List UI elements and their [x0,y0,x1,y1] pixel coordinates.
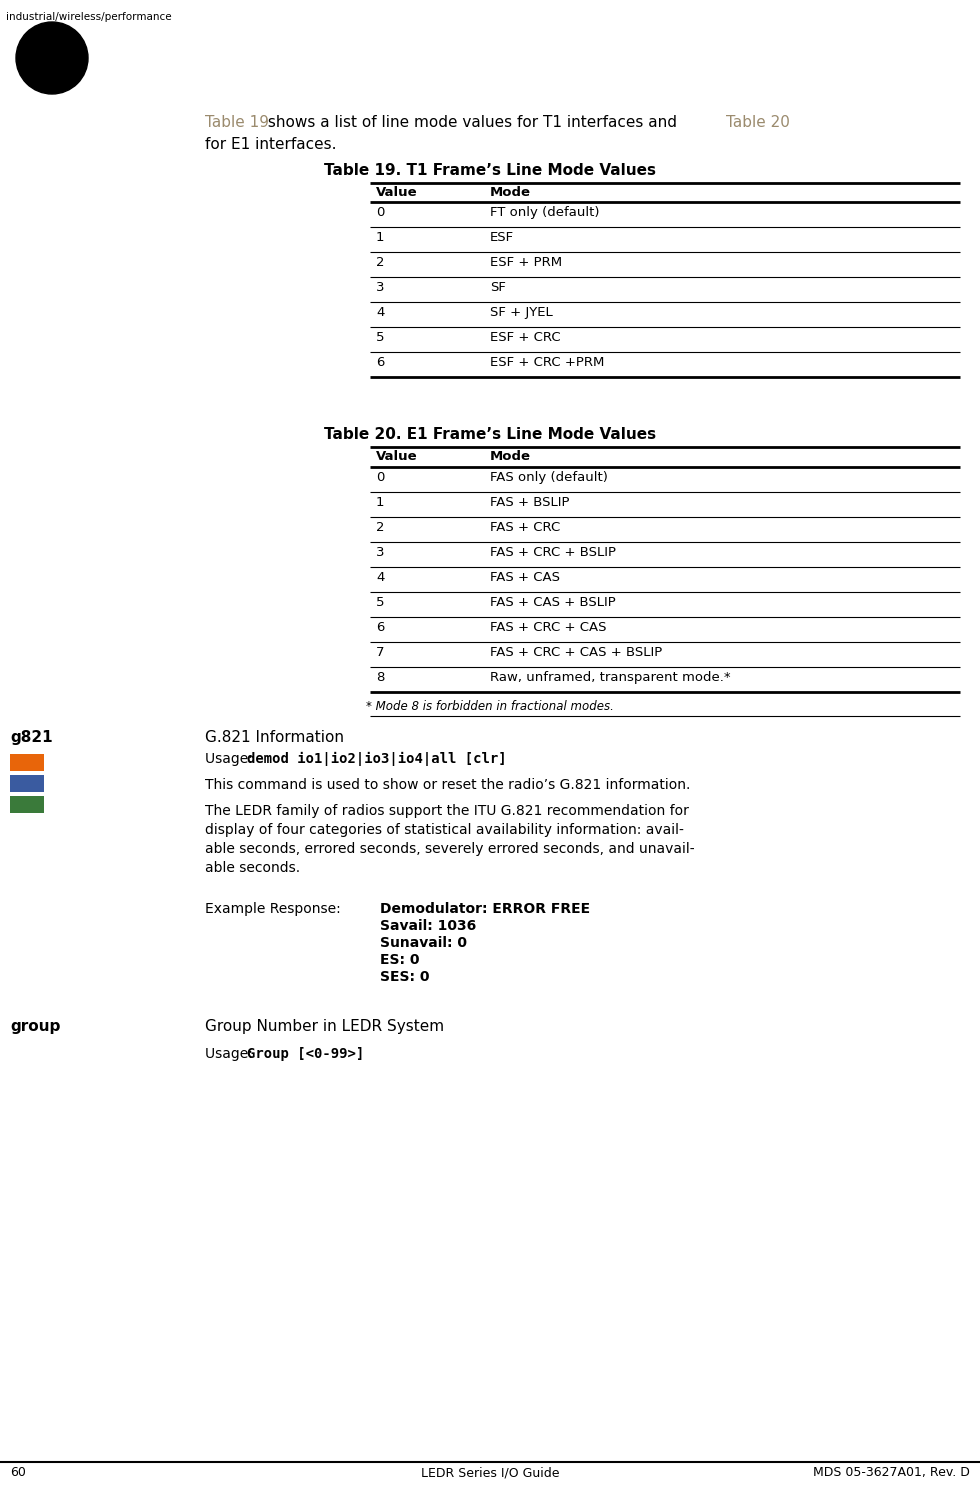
Text: The LEDR family of radios support the ITU G.821 recommendation for: The LEDR family of radios support the IT… [205,805,689,818]
Text: 6: 6 [376,356,384,370]
Text: 6: 6 [376,621,384,635]
Text: 2: 2 [376,256,384,270]
Text: ES: 0: ES: 0 [380,954,419,967]
Text: 0: 0 [376,206,384,219]
Text: 5: 5 [376,331,384,344]
Text: FAS + BSLIP: FAS + BSLIP [490,496,569,510]
Text: industrial/wireless/performance: industrial/wireless/performance [6,12,171,22]
Text: E1: E1 [20,779,34,790]
Text: 4: 4 [376,305,384,319]
Circle shape [16,22,88,94]
Text: 7: 7 [376,647,384,659]
Text: shows a list of line mode values for T1 interfaces and: shows a list of line mode values for T1 … [263,115,682,130]
Text: 4: 4 [376,571,384,584]
Text: 2: 2 [376,522,384,533]
Text: FT1: FT1 [17,758,38,769]
Text: 5: 5 [376,596,384,609]
Text: FAS + CRC + BSLIP: FAS + CRC + BSLIP [490,545,616,559]
Text: 8: 8 [376,670,384,684]
Text: ESF: ESF [490,231,514,244]
Text: * Mode 8 is forbidden in fractional modes.: * Mode 8 is forbidden in fractional mode… [367,700,613,714]
Text: G.821 Information: G.821 Information [205,730,344,745]
Text: group: group [10,1019,61,1034]
Text: for E1 interfaces.: for E1 interfaces. [205,137,336,152]
Text: demod io1|io2|io3|io4|all [clr]: demod io1|io2|io3|io4|all [clr] [247,752,507,766]
Text: Savail: 1036: Savail: 1036 [380,919,476,933]
Text: ESF + CRC: ESF + CRC [490,331,561,344]
Text: display of four categories of statistical availability information: avail-: display of four categories of statistica… [205,822,684,837]
Text: Value: Value [376,450,417,463]
Text: able seconds.: able seconds. [205,861,300,875]
Text: FAS + CAS: FAS + CAS [490,571,560,584]
FancyBboxPatch shape [10,775,44,793]
Text: 1: 1 [376,496,384,510]
Text: Table 19: Table 19 [205,115,269,130]
Text: ESF + CRC +PRM: ESF + CRC +PRM [490,356,605,370]
Text: Demodulator: ERROR FREE: Demodulator: ERROR FREE [380,901,590,916]
Text: g821: g821 [10,730,53,745]
Text: FAS + CRC: FAS + CRC [490,522,561,533]
Text: 3: 3 [376,282,384,294]
Text: ESF + PRM: ESF + PRM [490,256,563,270]
Text: This command is used to show or reset the radio’s G.821 information.: This command is used to show or reset th… [205,778,690,793]
Text: SES: 0: SES: 0 [380,970,429,983]
Text: Mode: Mode [490,450,531,463]
Text: Raw, unframed, transparent mode.*: Raw, unframed, transparent mode.* [490,670,731,684]
Text: MDS 05-3627A01, Rev. D: MDS 05-3627A01, Rev. D [813,1466,970,1480]
Text: Sunavail: 0: Sunavail: 0 [380,936,467,951]
Text: FAS + CRC + CAS + BSLIP: FAS + CRC + CAS + BSLIP [490,647,662,659]
Text: Example Response:: Example Response: [205,901,341,916]
Text: Group [<0-99>]: Group [<0-99>] [247,1047,365,1061]
Text: SF: SF [490,282,506,294]
Text: 60: 60 [10,1466,25,1480]
Text: FAS only (default): FAS only (default) [490,471,608,484]
FancyBboxPatch shape [10,796,44,814]
Text: FAS + CAS + BSLIP: FAS + CAS + BSLIP [490,596,615,609]
Text: Value: Value [376,186,417,200]
Text: FE1: FE1 [17,800,38,811]
Text: MDS: MDS [32,51,72,66]
Text: FT only (default): FT only (default) [490,206,600,219]
Text: Table 20: Table 20 [726,115,790,130]
Text: Group Number in LEDR System: Group Number in LEDR System [205,1019,444,1034]
Text: Mode: Mode [490,186,531,200]
Text: 1: 1 [376,231,384,244]
Text: Table 19. T1 Frame’s Line Mode Values: Table 19. T1 Frame’s Line Mode Values [324,162,656,177]
Text: 0: 0 [376,471,384,484]
Text: Usage:: Usage: [205,1047,257,1061]
Text: Table 20. E1 Frame’s Line Mode Values: Table 20. E1 Frame’s Line Mode Values [324,428,656,443]
Text: 3: 3 [376,545,384,559]
Text: FAS + CRC + CAS: FAS + CRC + CAS [490,621,607,635]
Text: Usage:: Usage: [205,752,257,766]
Text: LEDR Series I/O Guide: LEDR Series I/O Guide [420,1466,560,1480]
FancyBboxPatch shape [10,754,44,770]
Text: SF + JYEL: SF + JYEL [490,305,553,319]
Text: able seconds, errored seconds, severely errored seconds, and unavail-: able seconds, errored seconds, severely … [205,842,695,855]
